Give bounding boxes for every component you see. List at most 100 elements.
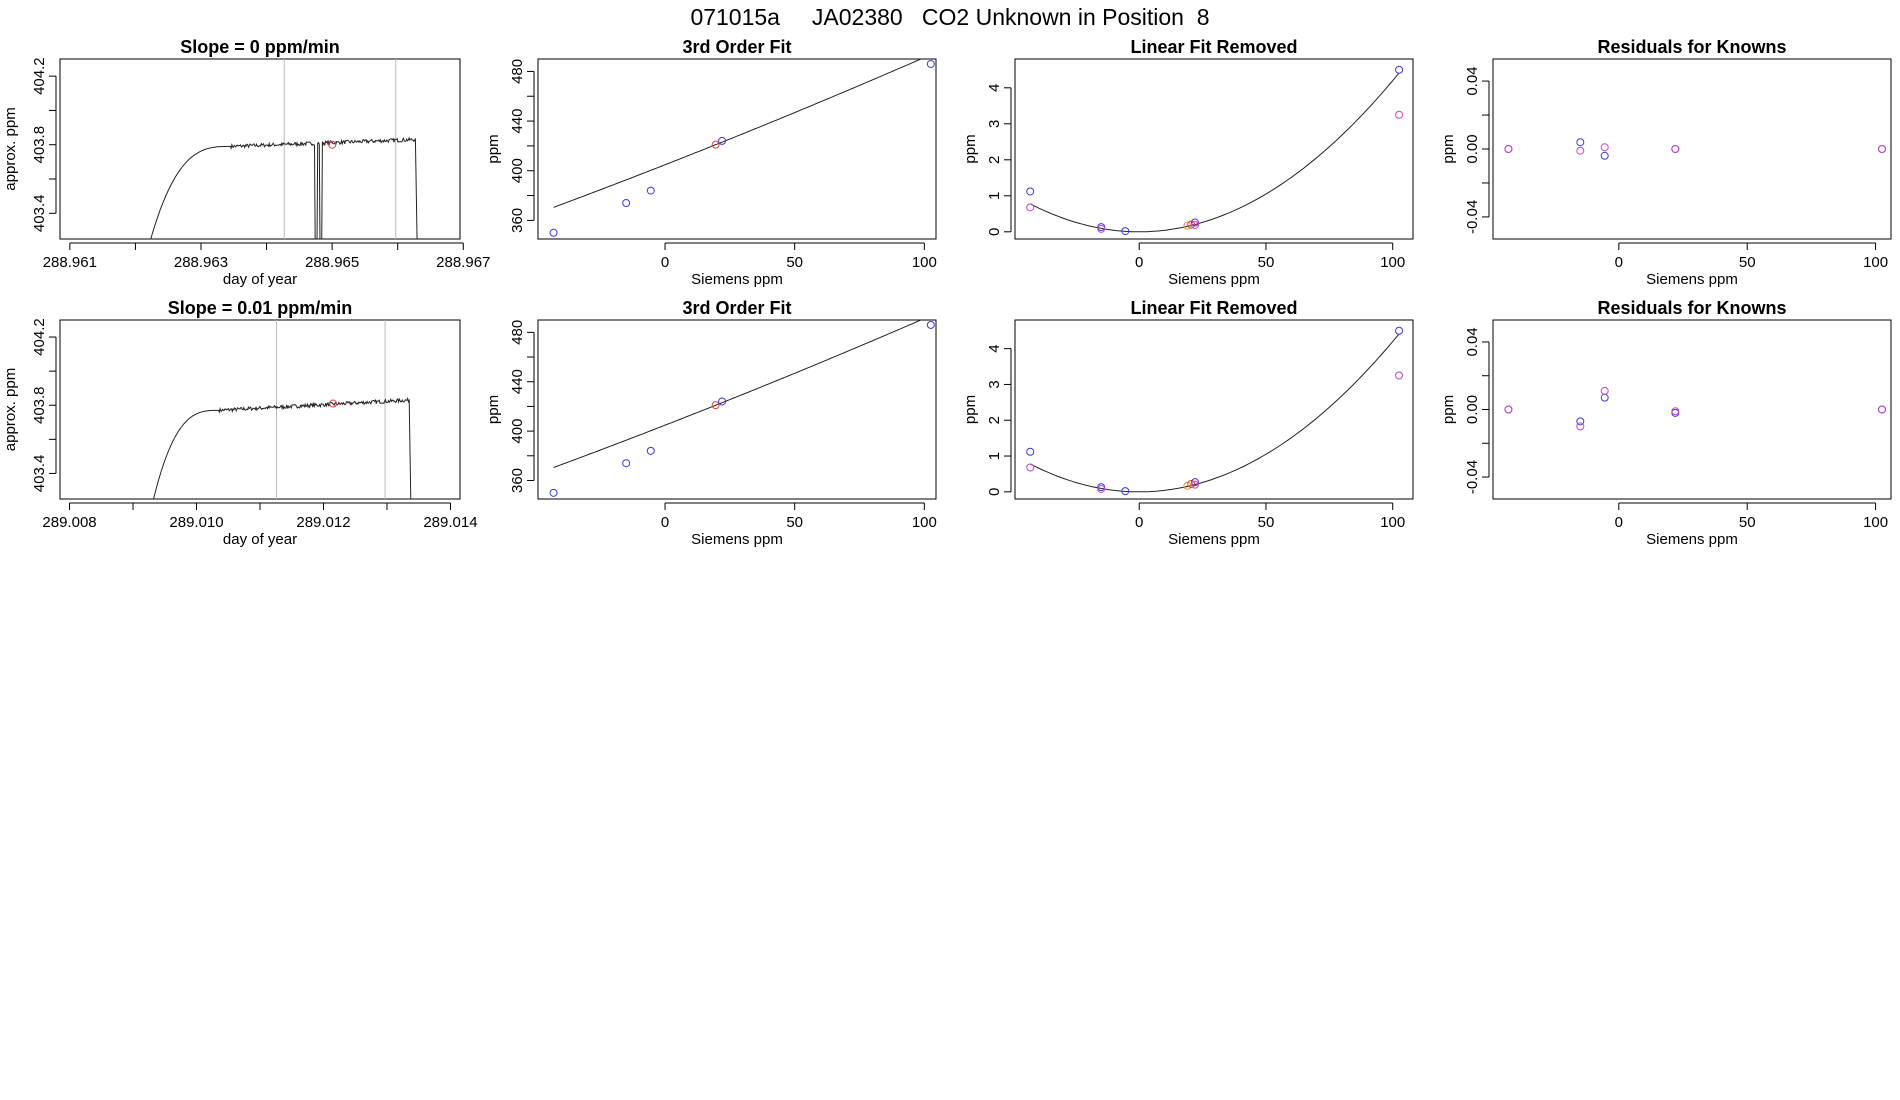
data-point xyxy=(646,186,655,195)
fit-curve xyxy=(553,59,923,208)
plot-frame xyxy=(537,58,937,240)
data-point xyxy=(1395,371,1404,380)
plot-title: Linear Fit Removed xyxy=(1130,298,1297,318)
y-tick-label: 480 xyxy=(509,320,526,345)
plot-title: 3rd Order Fit xyxy=(682,37,791,57)
x-tick-label: 288.961 xyxy=(43,254,97,271)
x-axis-label: Siemens ppm xyxy=(1168,271,1260,288)
y-tick-label: 2 xyxy=(986,156,1003,164)
y-axis-label: ppm xyxy=(1440,134,1457,163)
plot-title: Slope = 0 ppm/min xyxy=(180,37,340,57)
y-tick-label: 480 xyxy=(509,59,526,84)
data-point xyxy=(1395,65,1404,74)
data-point xyxy=(1026,463,1035,472)
y-tick-label: 1 xyxy=(986,452,1003,460)
data-point xyxy=(1026,187,1035,196)
x-tick-label: 288.965 xyxy=(305,254,359,271)
y-tick-label: 0.00 xyxy=(1464,134,1481,163)
data-point xyxy=(1576,422,1585,431)
data-point xyxy=(1183,221,1192,230)
data-point xyxy=(1600,143,1609,152)
y-tick-label: 1 xyxy=(986,192,1003,200)
data-point xyxy=(1671,407,1680,416)
plot-data xyxy=(1026,65,1404,236)
data-point xyxy=(1600,151,1609,160)
x-tick-label: 50 xyxy=(1258,514,1275,531)
x-axis-label: Siemens ppm xyxy=(691,271,783,288)
panel-time-1: Slope = 0 ppm/min 288.961 288.963 288.965 28… xyxy=(2,37,490,288)
data-point xyxy=(926,59,935,68)
plot-data xyxy=(1504,386,1887,431)
data-point xyxy=(1576,417,1585,426)
x-axis-label: Siemens ppm xyxy=(1168,531,1260,548)
figure-title: 071015a JA02380 CO2 Unknown in Position … xyxy=(690,4,1210,30)
data-point xyxy=(711,401,720,410)
x-tick-label: 100 xyxy=(912,254,937,271)
y-tick-label: 403.4 xyxy=(31,195,48,233)
plot-frame xyxy=(59,319,461,500)
y-tick-label: 400 xyxy=(509,419,526,444)
data-point xyxy=(1121,227,1130,236)
x-tick-label: 289.008 xyxy=(42,514,96,531)
data-point xyxy=(1190,220,1199,229)
y-tick-label: 3 xyxy=(986,120,1003,128)
panel-cal-2: 3rd Order Fit 0 50 100 Siemens ppm 360 400 440 4… xyxy=(485,298,937,548)
concentration-trace xyxy=(153,396,412,499)
y-axis-label: approx. ppm xyxy=(2,368,19,451)
y-tick-label: 0 xyxy=(986,488,1003,496)
x-axis-label: Siemens ppm xyxy=(1646,271,1738,288)
x-tick-label: 100 xyxy=(1380,254,1405,271)
data-point xyxy=(1671,408,1680,417)
y-axis-label: ppm xyxy=(485,395,502,424)
y-tick-label: 2 xyxy=(986,416,1003,424)
data-point xyxy=(1671,145,1680,153)
x-tick-label: 50 xyxy=(1739,514,1756,531)
y-tick-label: 404.2 xyxy=(31,57,48,95)
x-tick-label: 0 xyxy=(1135,254,1143,271)
data-point xyxy=(718,136,727,145)
y-tick-label: -0.04 xyxy=(1464,460,1481,494)
data-point xyxy=(711,140,720,149)
y-tick-label: 440 xyxy=(509,109,526,134)
x-tick-label: 289.010 xyxy=(169,514,223,531)
panel-lin-1: Linear Fit Removed 0 50 100 Siemens ppm 0 1 2 3 4… xyxy=(962,37,1414,288)
x-tick-label: 100 xyxy=(1380,514,1405,531)
x-tick-label: 50 xyxy=(1258,254,1275,271)
plot-title: Linear Fit Removed xyxy=(1130,37,1297,57)
fit-curve xyxy=(1029,72,1400,233)
x-tick-label: 0 xyxy=(1615,514,1623,531)
data-point xyxy=(1878,405,1887,414)
data-point xyxy=(1121,487,1130,496)
data-point xyxy=(1576,138,1585,147)
x-tick-label: 100 xyxy=(1863,254,1888,271)
plot-frame xyxy=(1014,58,1414,240)
data-point xyxy=(1190,480,1199,489)
x-tick-label: 0 xyxy=(1615,254,1623,271)
y-tick-label: 0.04 xyxy=(1464,327,1481,356)
fit-curve xyxy=(553,320,923,468)
x-axis-label: Siemens ppm xyxy=(1646,531,1738,548)
x-tick-label: 289.012 xyxy=(296,514,350,531)
y-tick-label: 0.04 xyxy=(1464,66,1481,95)
data-point xyxy=(622,459,631,468)
panel-res-2: Residuals for Knowns 0 50 100 Siemens ppm -0.… xyxy=(1440,298,1892,548)
plot-data xyxy=(549,320,935,497)
y-tick-label: 0.00 xyxy=(1464,395,1481,424)
plot-data xyxy=(150,59,418,239)
data-point xyxy=(1187,220,1196,229)
plot-title: Residuals for Knowns xyxy=(1597,37,1786,57)
y-tick-label: 4 xyxy=(986,344,1003,352)
y-axis-label: ppm xyxy=(1440,395,1457,424)
plot-title: 3rd Order Fit xyxy=(682,298,791,318)
data-point xyxy=(1600,393,1609,402)
data-point xyxy=(1576,146,1585,155)
x-tick-label: 50 xyxy=(786,514,803,531)
plot-data xyxy=(153,320,412,499)
y-tick-label: 0 xyxy=(986,228,1003,236)
x-axis-label: day of year xyxy=(223,271,297,288)
x-tick-label: 100 xyxy=(912,514,937,531)
panel-time-2: Slope = 0.01 ppm/min 289.008 289.010 289.01… xyxy=(2,298,478,548)
y-tick-label: 360 xyxy=(509,208,526,233)
data-point xyxy=(1026,203,1035,212)
data-point xyxy=(1097,484,1106,493)
